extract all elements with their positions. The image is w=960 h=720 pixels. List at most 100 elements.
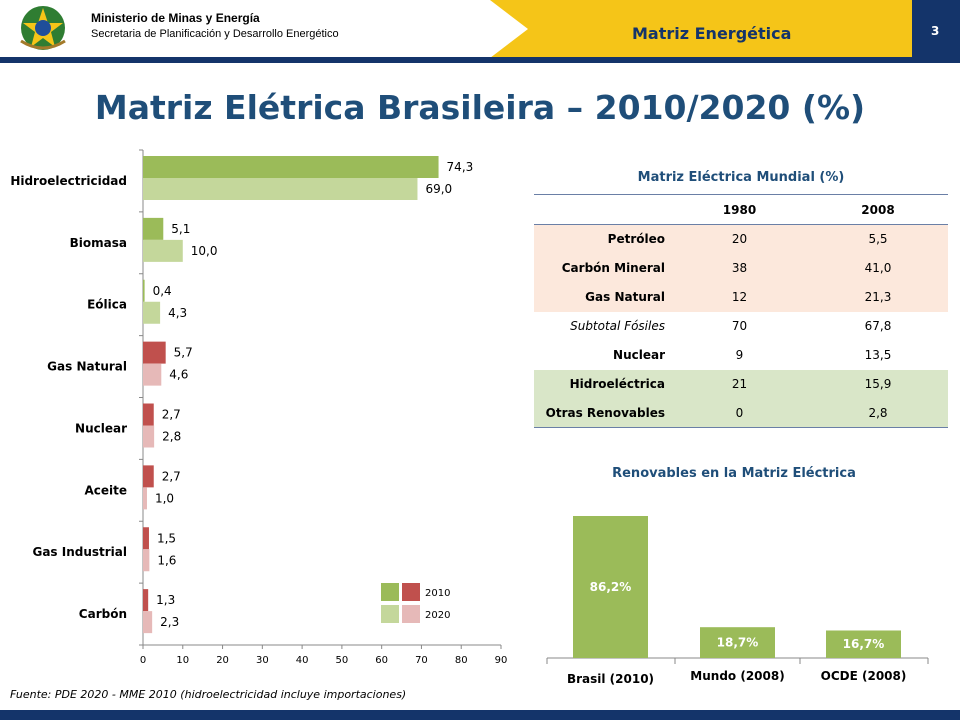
x-tick-label: 50	[336, 655, 349, 666]
electric-matrix-bar-chart: 0 10 20 30 40 50 60 70 80 90 Hidroelectricidad 74,3…	[10, 149, 508, 666]
bar-2010	[143, 403, 154, 426]
x-tick-label: 90	[495, 655, 508, 666]
value-2008: 21,3	[808, 282, 948, 312]
renewables-bar	[573, 516, 648, 658]
value-1980: 38	[671, 253, 808, 283]
page-number: 3	[931, 24, 940, 38]
renewables-chart-title: Renovables en la Matriz Eléctrica	[612, 466, 856, 481]
bar-2010	[143, 465, 154, 488]
bar-2020	[143, 487, 147, 510]
row-label: Nuclear	[613, 348, 665, 362]
footer-rule	[0, 710, 960, 720]
renewables-category-label: Brasil (2010)	[567, 672, 654, 686]
renewables-category-label: OCDE (2008)	[821, 669, 907, 683]
value-2008: 15,9	[808, 369, 948, 399]
x-tick-label: 40	[296, 655, 309, 666]
table-row: Nuclear 9 13,5	[534, 341, 948, 370]
bar-2020	[143, 611, 153, 634]
bar-2020	[143, 425, 155, 448]
bar-2020	[143, 301, 161, 324]
x-tick-label: 80	[455, 655, 468, 666]
coat-of-arms-logo	[20, 6, 66, 50]
bar-value-label: 74,3	[447, 160, 474, 174]
legend-label: 2020	[425, 610, 450, 621]
table-header-cell: 1980	[671, 194, 808, 225]
bar-value-label: 2,7	[162, 408, 181, 422]
bar-value-label: 10,0	[191, 244, 218, 258]
bar-value-label: 0,4	[153, 284, 172, 298]
row-label: Hidroeléctrica	[534, 369, 671, 399]
bar-value-label: 69,0	[425, 182, 452, 196]
header: Ministerio de Minas y Energía Secretaria…	[0, 0, 960, 63]
bar-2020	[143, 178, 418, 200]
legend-swatch-fossil	[402, 605, 420, 623]
page-title: Matriz Elétrica Brasileira – 2010/2020 (…	[94, 88, 866, 127]
x-tick-label: 10	[176, 655, 189, 666]
value-1980: 0	[671, 398, 808, 428]
bar-2010	[143, 217, 164, 240]
x-tick-label: 60	[375, 655, 388, 666]
table-header-cell: 2008	[808, 194, 948, 225]
bar-value-label: 1,0	[155, 491, 174, 505]
table-row: Petróleo 20 5,5	[534, 224, 948, 254]
x-tick-label: 20	[216, 655, 229, 666]
bar-value-label: 1,3	[156, 593, 175, 607]
category-label: Carbón	[79, 607, 127, 621]
header-rule	[0, 57, 960, 63]
ministry-name: Ministerio de Minas y Energía	[91, 11, 260, 25]
legend-swatch-fossil	[402, 583, 420, 601]
table-row: Subtotal Fósiles 70 67,8	[534, 312, 948, 341]
value-1980: 21	[671, 369, 808, 399]
bar-value-label: 1,5	[157, 531, 176, 545]
world-matrix-title: Matriz Eléctrica Mundial (%)	[637, 170, 845, 185]
category-label: Aceite	[84, 483, 127, 497]
category-label: Gas Natural	[47, 360, 127, 374]
x-tick-label: 30	[256, 655, 269, 666]
world-matrix-table: 1980 2008 Petróleo 20 5,5 Carbón Mineral 38 4…	[534, 194, 948, 428]
category-label: Hidroelectricidad	[10, 174, 127, 188]
table-row: Carbón Mineral 38 41,0	[534, 253, 948, 283]
category-label: Gas Industrial	[32, 545, 127, 559]
x-tick-label: 70	[415, 655, 428, 666]
value-1980: 12	[671, 282, 808, 312]
bar-2010	[143, 341, 166, 364]
row-label: Subtotal Fósiles	[570, 319, 665, 333]
table-row: Gas Natural 12 21,3	[534, 282, 948, 312]
bar-value-label: 4,6	[169, 368, 188, 382]
table-row: Hidroeléctrica 21 15,9	[534, 369, 948, 399]
bar-value-label: 1,6	[157, 553, 176, 567]
table-header-row: 1980 2008	[534, 194, 948, 225]
bar-value-label: 2,7	[162, 469, 181, 483]
category-label: Biomasa	[70, 236, 127, 250]
bar-2020	[143, 363, 162, 386]
renewables-value-label: 86,2%	[590, 580, 632, 594]
bar-value-label: 4,3	[168, 306, 187, 320]
value-1980: 70	[731, 319, 748, 333]
row-label: Petróleo	[534, 224, 671, 254]
header-banner	[490, 0, 960, 58]
bar-2010	[143, 527, 149, 550]
value-2008: 2,8	[808, 398, 948, 428]
bar-2010	[143, 156, 439, 178]
table-row: Otras Renovables 0 2,8	[534, 398, 948, 428]
bar-2010	[143, 589, 149, 612]
source-note: Fuente: PDE 2020 - MME 2010 (hidroelectr…	[10, 688, 407, 701]
bar-value-label: 5,1	[171, 222, 190, 236]
table-header-cell	[534, 194, 671, 225]
value-2008: 67,8	[864, 319, 892, 333]
row-label: Carbón Mineral	[534, 253, 671, 283]
renewables-bar	[700, 627, 775, 658]
renewables-value-label: 18,7%	[717, 636, 759, 650]
bar-value-label: 2,3	[160, 615, 179, 629]
value-2008: 41,0	[808, 253, 948, 283]
value-1980: 20	[671, 224, 808, 254]
legend-label: 2010	[425, 588, 450, 599]
renewables-value-label: 16,7%	[843, 637, 885, 651]
bar-value-label: 2,8	[162, 430, 181, 444]
x-tick-label: 0	[140, 655, 146, 666]
value-2008: 13,5	[864, 348, 892, 362]
renewables-category-label: Mundo (2008)	[690, 669, 784, 683]
row-label: Gas Natural	[534, 282, 671, 312]
value-1980: 9	[735, 348, 744, 362]
bar-value-label: 5,7	[174, 346, 193, 360]
